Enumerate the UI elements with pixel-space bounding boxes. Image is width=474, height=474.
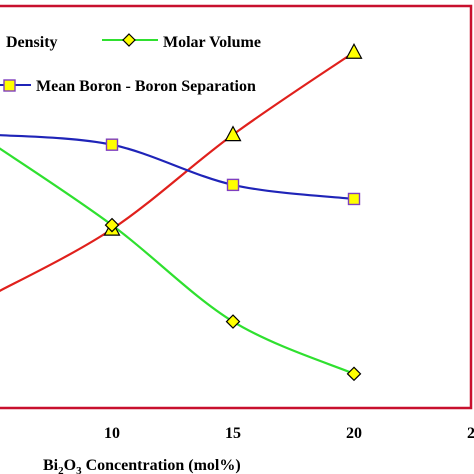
marker-mean-boron-boron-separation-1 <box>105 138 119 151</box>
x-tick-label-20: 20 <box>346 425 362 442</box>
series-layer <box>0 42 363 382</box>
series-line-molar-volume <box>0 147 355 375</box>
x-axis-label: Bi2O3 Concentration (mol%) <box>43 457 241 474</box>
marker-mean-boron-boron-separation-2 <box>226 178 240 192</box>
x-axis-label-part: Concentration (mol%) <box>82 457 241 474</box>
x-axis-label-subscript: 2 <box>58 465 64 474</box>
marker-density-2 <box>224 125 242 142</box>
marker-density-3 <box>345 42 363 59</box>
x-axis-ticks: 10 15 20 25 <box>104 425 474 442</box>
x-tick-label-15: 15 <box>225 425 241 442</box>
marker-molar-volume-1 <box>104 217 120 233</box>
x-axis-label-part: Bi <box>43 457 59 474</box>
legend-label-density: Density <box>6 34 58 51</box>
plot-frame <box>0 4 473 410</box>
legend-marker-mean-separation <box>3 79 16 92</box>
marker-mean-boron-boron-separation-3 <box>347 192 361 206</box>
legend: Density Molar Volume Mean Boron - Boron … <box>0 33 261 95</box>
x-tick-label-25: 25 <box>467 425 474 442</box>
x-axis-label-subscript: 3 <box>76 465 82 474</box>
legend-label-molar-volume: Molar Volume <box>163 34 261 51</box>
series-line-density <box>0 51 355 292</box>
series-line-mean-boron-boron-separation <box>0 134 355 201</box>
marker-molar-volume-2 <box>225 314 241 329</box>
x-tick-label-10: 10 <box>104 425 120 442</box>
marker-molar-volume-3 <box>346 366 362 382</box>
x-axis-label-part: O <box>64 457 76 474</box>
legend-marker-molar-volume <box>122 33 136 47</box>
legend-label-mean-separation: Mean Boron - Boron Separation <box>36 78 256 95</box>
